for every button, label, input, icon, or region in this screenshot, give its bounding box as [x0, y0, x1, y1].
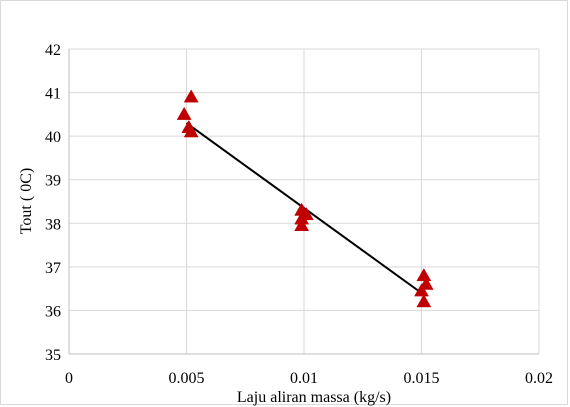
- tick-labels: 35 36 37 38 39 40 41 42 0 0.005 0.01 0.015 0.02: [45, 42, 553, 387]
- data-points: [176, 89, 434, 308]
- x-tick-label: 0.005: [169, 370, 205, 387]
- data-point: [416, 294, 432, 308]
- y-tick-label: 38: [45, 216, 61, 233]
- y-tick-label: 37: [45, 260, 61, 277]
- y-tick-label: 35: [45, 347, 61, 364]
- y-tick-label: 40: [45, 129, 61, 146]
- x-axis-title: Laju aliran massa (kg/s): [237, 389, 391, 406]
- data-point: [176, 106, 192, 120]
- x-tick-label: 0.01: [290, 370, 318, 387]
- y-tick-label: 41: [45, 86, 61, 103]
- x-tick-label: 0: [65, 370, 73, 387]
- y-tick-label: 36: [45, 303, 61, 320]
- data-point: [183, 89, 199, 103]
- axes: [68, 49, 539, 355]
- y-tick-label: 39: [45, 173, 61, 190]
- y-axis-title: Tout ( 0C): [18, 168, 35, 234]
- data-point: [294, 217, 310, 231]
- data-point: [183, 124, 199, 138]
- y-tick-label: 42: [45, 42, 61, 59]
- data-point: [416, 268, 432, 282]
- x-tick-label: 0.015: [404, 370, 440, 387]
- data-point: [414, 283, 429, 297]
- grid: [68, 48, 540, 355]
- x-tick-label: 0.02: [525, 370, 553, 387]
